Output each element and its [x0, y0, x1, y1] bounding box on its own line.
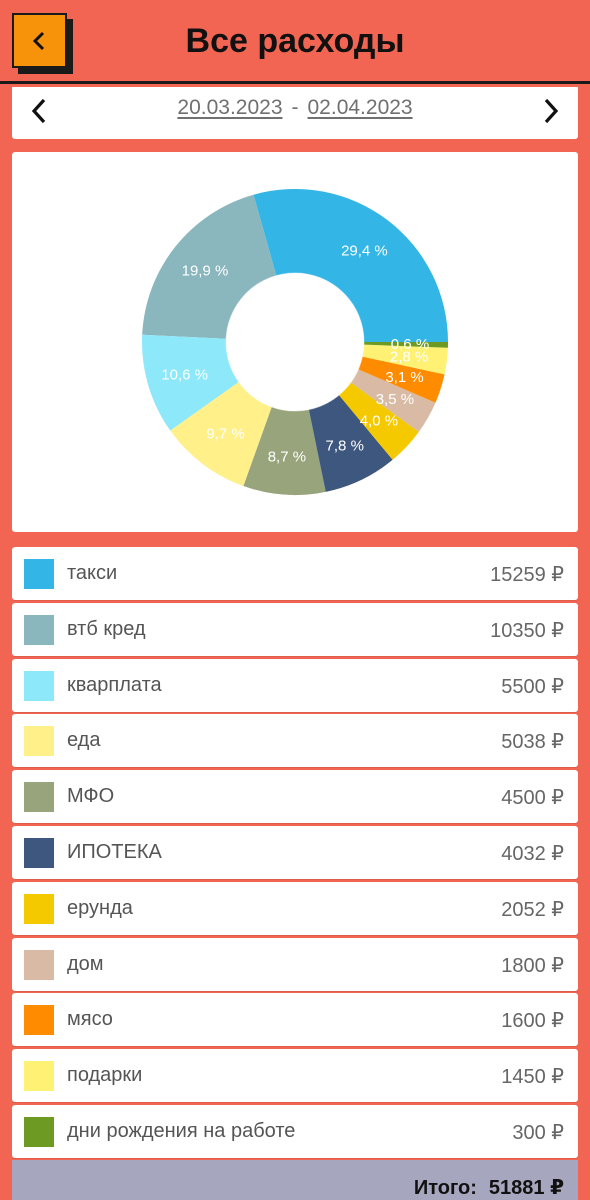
page-title: Все расходы [185, 22, 405, 60]
pie-slice[interactable] [308, 395, 393, 492]
previous-period-button[interactable] [20, 91, 60, 131]
expense-category: мясо [67, 1008, 113, 1031]
expense-amount: 4500 ₽ [501, 787, 564, 810]
color-swatch [24, 1061, 54, 1092]
expense-amount: 5038 ₽ [501, 731, 564, 754]
expense-row[interactable]: втб кред 10350 ₽ [12, 602, 578, 656]
slice-percent-label: 2,8 % [390, 348, 428, 365]
expense-amount: 1600 ₽ [501, 1010, 564, 1033]
donut-hole [239, 286, 351, 398]
expense-category: дни рождения на работе [67, 1119, 296, 1142]
expense-row[interactable]: кварплата 5500 ₽ [12, 658, 578, 712]
total-bar: Итого: 51881 ₽ [12, 1160, 578, 1200]
expense-row[interactable]: еда 5038 ₽ [12, 714, 578, 768]
pie-slice[interactable] [243, 406, 326, 496]
expense-donut-chart[interactable]: 29,4 % 19,9 % 10,6 % 9,7 % 8,7 % 7,8 % 4,0 % 3,… [12, 152, 578, 532]
expense-row[interactable]: мясо 1600 ₽ [12, 993, 578, 1047]
expense-amount: 1450 ₽ [501, 1066, 564, 1089]
pie-slice[interactable] [339, 382, 419, 460]
expense-row[interactable]: подарки 1450 ₽ [12, 1049, 578, 1103]
expense-category: еда [67, 729, 101, 752]
pie-slice[interactable] [358, 356, 445, 403]
expense-category: кварплата [67, 673, 162, 696]
expense-category: ерунда [67, 896, 133, 919]
expense-list: такси 15259 ₽ втб кред 10350 ₽ кварплата 5500… [12, 547, 578, 1161]
next-period-button[interactable] [530, 91, 570, 131]
slice-percent-label: 3,5 % [376, 391, 414, 408]
pie-slice[interactable] [363, 342, 448, 348]
slice-percent-label: 3,1 % [385, 369, 423, 386]
color-swatch [24, 1116, 54, 1147]
expense-row[interactable]: ерунда 2052 ₽ [12, 881, 578, 935]
expense-category: подарки [67, 1064, 143, 1087]
pie-slice[interactable] [362, 344, 448, 375]
pie-slice[interactable] [142, 334, 239, 431]
expense-category: МФО [67, 785, 115, 808]
color-swatch [24, 782, 54, 813]
app-bar: Все расходы [0, 0, 590, 84]
expense-category: дом [67, 952, 104, 975]
date-range: 20.03.2023-02.04.2023 [12, 96, 578, 120]
color-swatch [24, 559, 54, 589]
date-from[interactable]: 20.03.2023 [177, 96, 283, 119]
pie-slice[interactable] [253, 189, 448, 342]
expense-amount: 4032 ₽ [501, 842, 564, 865]
expense-amount: 5500 ₽ [501, 675, 564, 698]
chart-card: 29,4 % 19,9 % 10,6 % 9,7 % 8,7 % 7,8 % 4,0 % 3,… [12, 152, 578, 532]
expense-category: втб кред [67, 617, 146, 640]
pie-slice[interactable] [170, 381, 272, 487]
slice-percent-label: 0,6 % [391, 336, 429, 353]
date-separator: - [291, 96, 299, 119]
color-swatch [24, 1005, 54, 1036]
expense-amount: 15259 ₽ [490, 564, 564, 586]
slice-percent-label: 7,8 % [326, 438, 364, 455]
slice-percent-label: 8,7 % [268, 449, 306, 466]
pie-slice[interactable] [142, 194, 277, 339]
total-text: Итого: 51881 ₽ [414, 1175, 564, 1200]
expense-category: такси [67, 562, 118, 584]
total-value: 51881 ₽ [488, 1177, 564, 1199]
expense-row[interactable]: ИПОТЕКА 4032 ₽ [12, 825, 578, 879]
date-to[interactable]: 02.04.2023 [307, 96, 413, 119]
expense-amount: 300 ₽ [512, 1121, 564, 1144]
chevron-left-icon [31, 98, 46, 124]
chevron-left-icon [32, 31, 44, 50]
expense-row[interactable]: МФО 4500 ₽ [12, 770, 578, 824]
donut-inner-ring [225, 272, 365, 412]
color-swatch [24, 893, 54, 924]
slice-percent-label: 29,4 % [341, 242, 388, 259]
expense-amount: 1800 ₽ [501, 954, 564, 977]
pie-slice[interactable] [350, 369, 436, 432]
total-label: Итого: [413, 1177, 477, 1199]
color-swatch [24, 670, 54, 701]
color-swatch [24, 837, 54, 868]
slice-percent-label: 10,6 % [161, 366, 208, 383]
expense-amount: 10350 ₽ [490, 619, 564, 642]
chevron-right-icon [544, 98, 559, 124]
slice-percent-label: 9,7 % [206, 426, 244, 443]
color-swatch [24, 949, 54, 980]
expense-category: ИПОТЕКА [67, 840, 162, 863]
period-selector: 20.03.2023-02.04.2023 [12, 87, 578, 139]
slice-percent-label: 19,9 % [182, 262, 229, 279]
expense-row[interactable]: дом 1800 ₽ [12, 937, 578, 991]
slice-percent-label: 4,0 % [360, 413, 398, 430]
color-swatch [24, 726, 54, 757]
color-swatch [24, 614, 54, 645]
expense-row[interactable]: такси 15259 ₽ [12, 547, 578, 600]
expense-amount: 2052 ₽ [501, 898, 564, 921]
expense-row[interactable]: дни рождения на работе 300 ₽ [12, 1104, 578, 1158]
back-button[interactable] [12, 13, 67, 68]
